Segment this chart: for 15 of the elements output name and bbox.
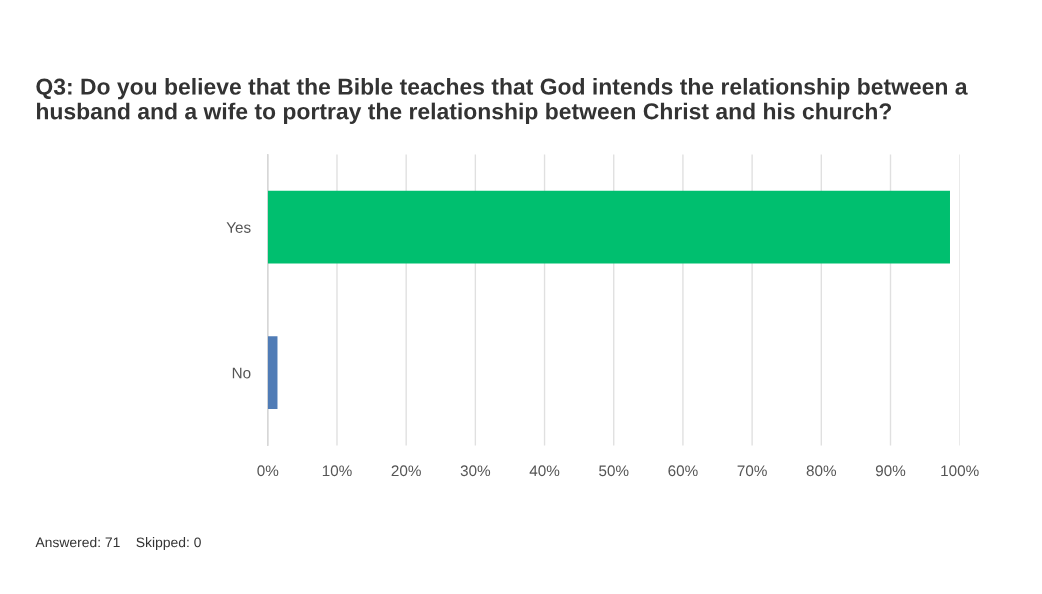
y-tick-label: No bbox=[232, 367, 251, 379]
x-tick-label: 70% bbox=[737, 465, 767, 477]
x-tick-label: 90% bbox=[875, 465, 906, 477]
x-tick-label: 20% bbox=[391, 465, 421, 477]
x-tick-label: 80% bbox=[806, 465, 837, 477]
x-tick-label: 30% bbox=[460, 465, 491, 477]
x-tick-label: 60% bbox=[668, 465, 698, 477]
x-tick-label: 50% bbox=[599, 465, 629, 477]
x-tick-label: 10% bbox=[322, 465, 352, 477]
x-tick-label: 100% bbox=[941, 465, 979, 477]
x-tick-label: 40% bbox=[529, 465, 560, 477]
y-tick-label: Yes bbox=[226, 222, 251, 233]
chart-title: Q3: Do you believe that the Bible teaches that God intends the relationship between a husband and a wife to portray the relationship between Christ and his church? bbox=[36, 77, 968, 124]
x-tick-label: 0% bbox=[257, 465, 279, 477]
text: Answered: 71 Skipped: 0 bbox=[35, 537, 201, 550]
